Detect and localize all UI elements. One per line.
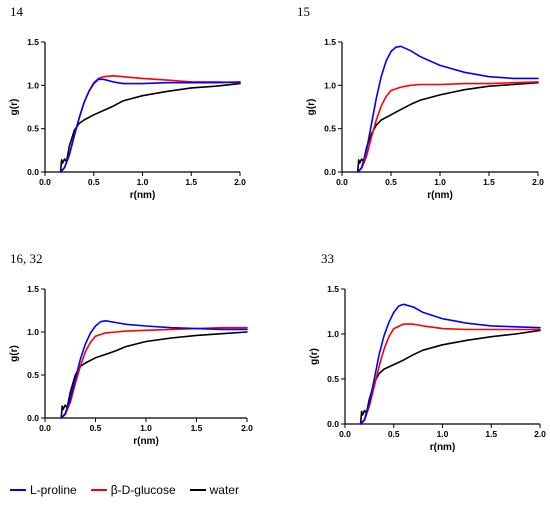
x-tick-label: 1.0 [137, 177, 149, 187]
chart-panel-1: 15 0.0 0.5 1.0 1.5 0.0 0.5 1.0 1.5 2.0 r(nm) g(r) [297, 4, 544, 201]
y-tick-label: 1.0 [27, 327, 39, 337]
y-tick-label: 1.5 [27, 284, 39, 294]
x-axis-title: r(nm) [133, 436, 159, 447]
series-line-d-glucose [60, 326, 248, 419]
x-tick-label: 0.5 [88, 177, 100, 187]
x-tick-label: 0.0 [39, 177, 51, 187]
series-line-l-proline [59, 78, 241, 173]
y-tick-label: 1.0 [324, 80, 336, 90]
x-axis-title: r(nm) [430, 442, 456, 453]
x-tick-label: 1.5 [485, 429, 497, 439]
series-line-l-proline [60, 320, 248, 419]
x-tick-label: 0.0 [39, 423, 51, 433]
chart-panel-2: 16, 32 0.0 0.5 1.0 1.5 0.0 0.5 1.0 1.5 2.0 r(nm) g(… [9, 251, 253, 447]
x-tick-label: 0.5 [90, 423, 102, 433]
x-tick-label: 1.5 [483, 177, 495, 187]
x-tick-label: 2.0 [234, 177, 246, 187]
y-tick-label: 1.0 [327, 329, 339, 339]
legend: L-proline β-D-glucose water [10, 483, 253, 497]
series-line-water [60, 331, 248, 419]
chart-panel-0: 14 0.0 0.5 1.0 1.5 0.0 0.5 1.0 1.5 2.0 r(nm) g(r) [9, 4, 246, 201]
panel-label: 14 [10, 4, 24, 19]
y-axis-title: g(r) [9, 345, 20, 362]
y-tick-label: 0.0 [324, 167, 336, 177]
series-line-water [359, 329, 541, 425]
y-axis-title: g(r) [309, 348, 320, 365]
y-tick-label: 1.0 [27, 80, 39, 90]
x-tick-label: 0.0 [336, 177, 348, 187]
x-axis-title: r(nm) [130, 190, 156, 201]
series-line-d-glucose [356, 81, 539, 173]
y-tick-label: 1.5 [27, 37, 39, 47]
legend-swatch-water [189, 489, 206, 491]
panel-label: 16, 32 [10, 251, 43, 266]
y-tick-label: 0.5 [327, 374, 339, 384]
legend-label-b-d-glucose: β-D-glucose [110, 483, 176, 497]
panel-label: 33 [321, 251, 334, 266]
x-tick-label: 2.0 [241, 423, 253, 433]
y-axis-title: g(r) [9, 99, 20, 116]
y-tick-label: 0.5 [27, 124, 39, 134]
x-tick-label: 0.5 [388, 429, 400, 439]
series-line-d-glucose [359, 323, 541, 425]
x-axis-title: r(nm) [427, 190, 453, 201]
x-tick-label: 1.0 [434, 177, 446, 187]
legend-label-water: water [209, 483, 239, 497]
y-axis-title: g(r) [306, 99, 317, 116]
x-tick-label: 1.0 [437, 429, 449, 439]
y-tick-label: 0.0 [27, 413, 39, 423]
panel-label: 15 [297, 4, 310, 19]
legend-swatch-l-proline [10, 489, 26, 491]
series-line-water [356, 81, 539, 173]
legend-item-l-proline: L-proline [10, 483, 77, 497]
x-tick-label: 0.5 [385, 177, 397, 187]
x-tick-label: 1.0 [140, 423, 152, 433]
chart-panel-3: 33 0.0 0.5 1.0 1.5 0.0 0.5 1.0 1.5 2.0 r(nm) g(r) [309, 251, 546, 453]
x-tick-label: 2.0 [532, 177, 544, 187]
x-tick-label: 1.5 [191, 423, 203, 433]
legend-label-l-proline: L-proline [30, 483, 77, 497]
y-tick-label: 0.0 [327, 419, 339, 429]
legend-swatch-b-d-glucose [90, 489, 107, 491]
y-tick-label: 0.5 [27, 370, 39, 380]
legend-item-water: water [189, 483, 239, 497]
series-line-d-glucose [59, 75, 241, 173]
x-tick-label: 0.0 [339, 429, 351, 439]
legend-item-b-d-glucose: β-D-glucose [90, 483, 176, 497]
y-tick-label: 0.5 [324, 124, 336, 134]
y-tick-label: 1.5 [327, 284, 339, 294]
y-tick-label: 1.5 [324, 37, 336, 47]
series-line-l-proline [356, 45, 539, 173]
series-line-l-proline [359, 303, 541, 425]
x-tick-label: 1.5 [185, 177, 197, 187]
x-tick-label: 2.0 [534, 429, 546, 439]
series-line-water [59, 82, 241, 173]
y-tick-label: 0.0 [27, 167, 39, 177]
